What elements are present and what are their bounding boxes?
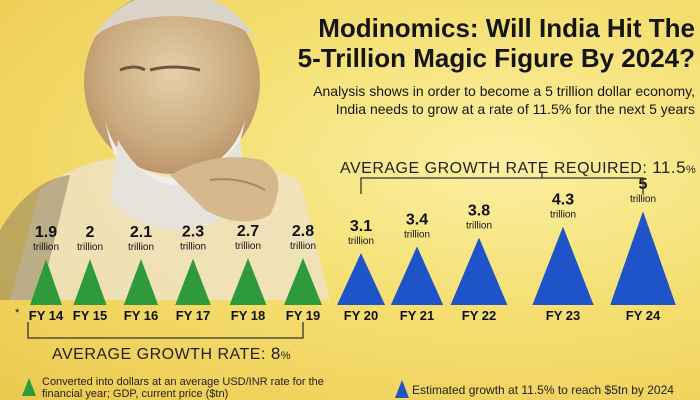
x-tick-label: FY 23 — [546, 308, 580, 323]
unit-label: trillion — [33, 242, 59, 253]
bar-triangle — [229, 258, 267, 305]
unit-label: trillion — [290, 241, 316, 252]
x-tick-label: FY 24 — [626, 308, 661, 323]
data-label: 2.8 — [292, 223, 314, 240]
legend-estimated: Estimated growth at 11.5% to reach $5tn … — [412, 383, 674, 397]
x-tick-label: FY 21 — [400, 308, 434, 323]
bar-triangle — [284, 258, 322, 305]
data-label: 2.7 — [237, 223, 259, 240]
data-label: 2.1 — [130, 224, 152, 241]
required-growth-text: AVERAGE GROWTH RATE REQUIRED: — [340, 160, 648, 177]
data-label: 1.9 — [35, 224, 57, 241]
bar-triangle — [390, 246, 444, 305]
chart-title-line-1: Modinomics: Will India Hit The — [318, 13, 695, 43]
required-growth-bracket — [360, 177, 644, 194]
bar-triangle — [30, 259, 62, 305]
data-label: 2.3 — [182, 224, 204, 241]
required-growth-label: AVERAGE GROWTH RATE REQUIRED: 11.5% — [340, 158, 696, 178]
unit-label: trillion — [180, 242, 206, 253]
unit-label: trillion — [77, 242, 103, 253]
bar-triangle — [610, 211, 676, 305]
x-tick-label: FY 18 — [231, 308, 265, 323]
average-growth-value: 8 — [270, 344, 281, 363]
x-tick-label: FY 16 — [124, 308, 158, 323]
average-growth-text: AVERAGE GROWTH RATE: — [52, 346, 266, 363]
bar-triangle — [73, 259, 107, 305]
required-growth-unit: % — [686, 164, 697, 176]
required-growth-value: 11.5 — [652, 158, 687, 177]
unit-label: trillion — [235, 241, 261, 252]
unit-label: trillion — [128, 242, 154, 253]
average-growth-unit: % — [280, 350, 292, 362]
legend-green-triangle-icon — [22, 378, 36, 396]
bar-triangle — [532, 226, 594, 305]
bar-triangle — [123, 258, 159, 305]
bar-triangle — [450, 237, 508, 305]
data-label: 2 — [86, 224, 95, 241]
x-tick-label: FY 20 — [344, 308, 378, 323]
legend-actual: Converted into dollars at an average USD… — [42, 376, 324, 400]
data-label: 4.3 — [552, 192, 574, 209]
data-label: 3.1 — [350, 218, 372, 235]
x-tick-label: FY 15 — [73, 308, 107, 323]
legend-blue-triangle-icon — [395, 380, 409, 398]
bar-triangle — [175, 258, 211, 305]
unit-label: trillion — [404, 229, 430, 240]
unit-label: trillion — [348, 236, 374, 247]
data-label: 3.4 — [406, 211, 428, 228]
footnote-marker: * — [15, 307, 20, 319]
unit-label: trillion — [550, 210, 576, 221]
unit-label: trillion — [630, 194, 656, 205]
bar-triangle — [337, 253, 385, 305]
x-tick-label: FY 22 — [462, 308, 496, 323]
unit-label: trillion — [466, 221, 492, 232]
subtitle-line-1: Analysis shows in order to become a 5 tr… — [313, 83, 695, 99]
x-tick-label: FY 19 — [286, 308, 320, 323]
average-growth-label: AVERAGE GROWTH RATE: 8% — [52, 344, 291, 364]
data-label: 3.8 — [468, 203, 490, 220]
x-tick-label: FY 14 — [29, 308, 64, 323]
average-growth-bracket — [27, 322, 304, 339]
x-tick-label: FY 17 — [176, 308, 210, 323]
chart-title-line-2: 5-Trillion Magic Figure By 2024? — [297, 43, 695, 73]
subtitle-line-2: India needs to grow at a rate of 11.5% f… — [335, 101, 695, 117]
